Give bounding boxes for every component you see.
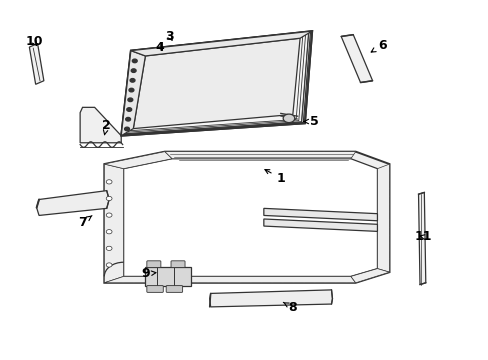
Polygon shape (341, 35, 372, 82)
Polygon shape (104, 152, 389, 283)
Circle shape (124, 127, 129, 131)
Circle shape (106, 230, 112, 234)
Polygon shape (131, 31, 311, 56)
Polygon shape (264, 208, 377, 221)
Polygon shape (104, 152, 172, 168)
Text: 2: 2 (102, 118, 111, 135)
Polygon shape (104, 164, 123, 283)
Polygon shape (121, 31, 311, 136)
Circle shape (131, 69, 136, 72)
Circle shape (106, 180, 112, 184)
Text: 7: 7 (78, 216, 92, 229)
Text: 1: 1 (264, 170, 285, 185)
Circle shape (283, 114, 294, 123)
Polygon shape (37, 191, 109, 215)
Polygon shape (123, 159, 377, 276)
Polygon shape (80, 107, 121, 143)
FancyBboxPatch shape (146, 261, 161, 267)
Polygon shape (264, 219, 377, 231)
Polygon shape (350, 269, 389, 283)
Circle shape (126, 108, 131, 111)
Text: 3: 3 (165, 30, 174, 43)
Polygon shape (145, 267, 191, 286)
Text: 11: 11 (414, 230, 431, 243)
FancyBboxPatch shape (146, 285, 163, 292)
Text: 9: 9 (141, 267, 156, 280)
FancyBboxPatch shape (171, 261, 184, 267)
Text: 8: 8 (283, 301, 297, 314)
Circle shape (125, 117, 130, 121)
Circle shape (130, 78, 135, 82)
Circle shape (132, 59, 137, 63)
FancyBboxPatch shape (166, 285, 182, 292)
Text: 4: 4 (155, 41, 164, 54)
Circle shape (106, 196, 112, 201)
Text: 5: 5 (304, 115, 318, 128)
Polygon shape (29, 44, 44, 84)
Circle shape (106, 213, 112, 217)
Circle shape (106, 263, 112, 267)
Circle shape (129, 88, 134, 92)
Circle shape (128, 98, 132, 102)
Polygon shape (377, 164, 389, 272)
Polygon shape (104, 276, 355, 283)
Text: 10: 10 (25, 35, 43, 48)
Polygon shape (121, 51, 145, 136)
Polygon shape (418, 192, 425, 284)
Polygon shape (164, 152, 355, 159)
Polygon shape (133, 38, 300, 129)
Text: 6: 6 (370, 39, 386, 52)
Polygon shape (209, 290, 332, 307)
Circle shape (106, 246, 112, 251)
